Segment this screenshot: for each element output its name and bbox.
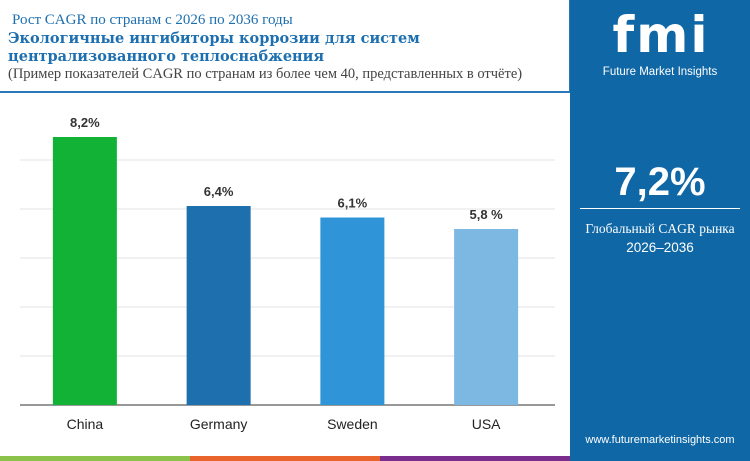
stripe-orange bbox=[190, 456, 380, 461]
chart-subtitle: Рост CAGR по странам с 2026 по 2036 годы bbox=[12, 12, 293, 28]
global-cagr-value: 7,2% bbox=[614, 160, 706, 204]
bar-china bbox=[52, 137, 117, 405]
side-panel: fmi Future Market Insights 7,2% Глобальн… bbox=[570, 0, 750, 461]
data-label: 6,1% bbox=[338, 196, 368, 211]
stripe-green bbox=[0, 456, 190, 461]
brand-name: Future Market Insights bbox=[602, 66, 718, 78]
x-tick-label: USA bbox=[472, 416, 501, 432]
bar-usa bbox=[454, 229, 519, 405]
data-label: 8,2% bbox=[70, 115, 100, 130]
divider bbox=[580, 208, 740, 209]
website-link[interactable]: www.futuremarketinsights.com bbox=[585, 434, 735, 446]
chart-title: Экологичные ингибиторы коррозии для сист… bbox=[8, 30, 420, 65]
bar-sweden bbox=[320, 217, 385, 405]
x-tick-label: Germany bbox=[190, 416, 248, 432]
x-tick-label: China bbox=[67, 416, 104, 432]
period-label: 2026–2036 bbox=[626, 240, 694, 255]
data-label: 6,4% bbox=[204, 184, 234, 199]
stripe-purple bbox=[380, 456, 570, 461]
data-label: 5,8 % bbox=[470, 207, 504, 222]
x-tick-label: Sweden bbox=[327, 416, 378, 432]
bar-germany bbox=[186, 206, 251, 405]
global-cagr-label: Глобальный CAGR рынка bbox=[585, 221, 735, 236]
fmi-logo: fmi bbox=[612, 6, 710, 64]
bar-chart: 8,2% China 6,4% Germany 6,1% Sweden 5,8 % USA bbox=[20, 115, 555, 432]
header: Рост CAGR по странам с 2026 по 2036 годы… bbox=[0, 0, 570, 93]
chart-note: (Пример показателей CAGR по странам из б… bbox=[8, 66, 523, 82]
